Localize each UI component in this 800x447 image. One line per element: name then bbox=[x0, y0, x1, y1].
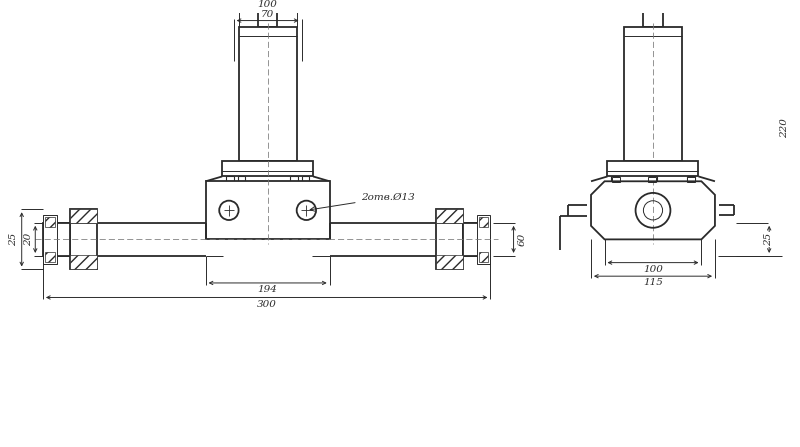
Bar bbox=[238, 177, 246, 181]
Text: 25: 25 bbox=[10, 233, 18, 246]
Text: 115: 115 bbox=[643, 278, 663, 287]
Bar bbox=[70, 209, 98, 270]
Bar bbox=[258, 0, 278, 27]
Bar bbox=[70, 209, 98, 224]
Text: 25: 25 bbox=[764, 233, 773, 246]
Bar bbox=[477, 215, 490, 264]
Bar bbox=[624, 27, 682, 161]
Bar bbox=[238, 27, 297, 161]
Bar bbox=[612, 177, 620, 182]
Bar bbox=[70, 255, 98, 270]
Bar bbox=[436, 255, 463, 270]
Text: 2отв.Ø13: 2отв.Ø13 bbox=[310, 193, 414, 211]
Bar bbox=[302, 177, 310, 181]
Bar bbox=[436, 209, 463, 224]
Bar bbox=[463, 223, 490, 256]
Bar bbox=[478, 252, 488, 261]
Bar bbox=[436, 209, 463, 270]
Text: 100: 100 bbox=[643, 265, 663, 274]
Text: 60: 60 bbox=[518, 233, 526, 246]
Bar bbox=[226, 177, 234, 181]
Bar bbox=[206, 181, 330, 240]
Bar bbox=[687, 177, 694, 181]
Bar bbox=[648, 177, 656, 182]
Bar bbox=[643, 0, 662, 27]
Bar bbox=[687, 177, 694, 182]
Bar bbox=[43, 215, 57, 264]
Text: 20: 20 bbox=[24, 233, 33, 246]
Bar bbox=[222, 161, 313, 177]
Text: 100: 100 bbox=[258, 0, 278, 8]
Text: 300: 300 bbox=[257, 300, 277, 309]
Bar bbox=[649, 177, 657, 181]
Bar bbox=[45, 252, 54, 261]
Bar bbox=[45, 217, 54, 227]
Text: 70: 70 bbox=[261, 10, 274, 19]
Text: 194: 194 bbox=[258, 285, 278, 294]
Bar bbox=[478, 217, 488, 227]
Bar bbox=[607, 161, 698, 177]
Bar bbox=[611, 177, 619, 181]
Bar bbox=[43, 223, 70, 256]
Text: 220: 220 bbox=[780, 118, 789, 138]
Bar bbox=[290, 177, 298, 181]
